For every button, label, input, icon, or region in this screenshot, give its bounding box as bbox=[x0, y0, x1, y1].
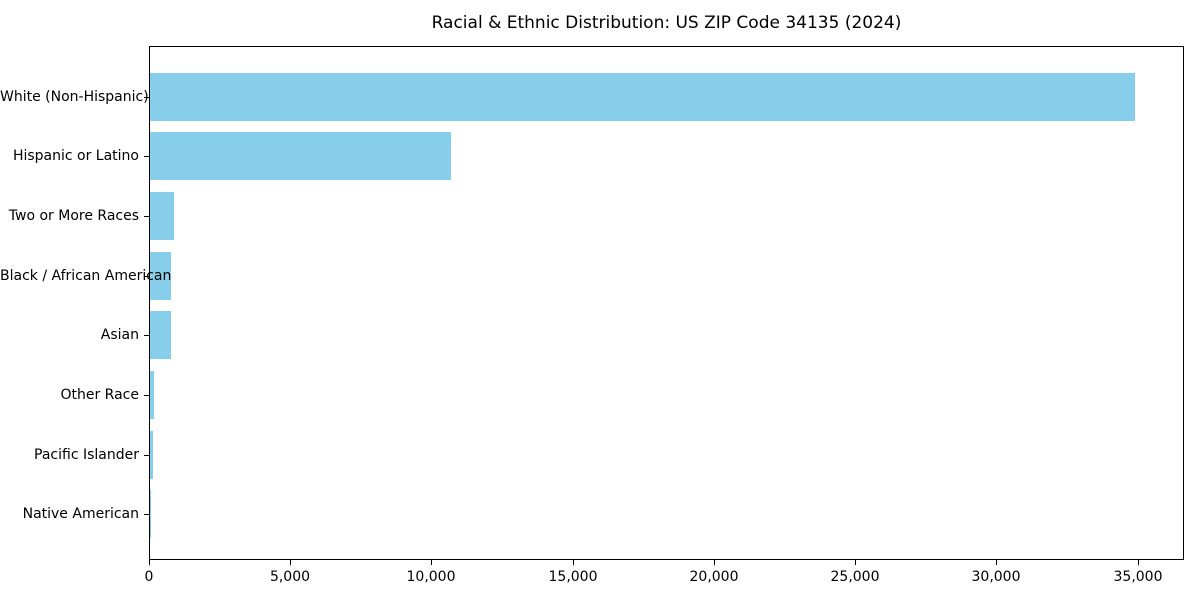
y-tick-label: Pacific Islander bbox=[34, 447, 139, 463]
x-tick-label: 30,000 bbox=[971, 569, 1021, 585]
y-tick-mark bbox=[144, 97, 149, 98]
y-tick-mark bbox=[144, 455, 149, 456]
x-tick-mark bbox=[996, 560, 997, 565]
x-tick-label: 0 bbox=[144, 569, 154, 585]
y-tick-label: White (Non-Hispanic) bbox=[0, 89, 149, 105]
bar-two-or-more-races bbox=[150, 192, 174, 240]
x-tick-label: 25,000 bbox=[830, 569, 880, 585]
y-tick-mark bbox=[144, 514, 149, 515]
x-tick-mark bbox=[431, 560, 432, 565]
y-tick-label: Asian bbox=[100, 327, 139, 343]
x-tick-label: 20,000 bbox=[689, 569, 739, 585]
x-tick-mark bbox=[1138, 560, 1139, 565]
y-tick-mark bbox=[144, 216, 149, 217]
bar-black-african-american bbox=[150, 252, 171, 300]
x-tick-mark bbox=[290, 560, 291, 565]
y-tick-mark bbox=[144, 276, 149, 277]
bar-asian bbox=[150, 311, 171, 359]
bar-native-american bbox=[150, 490, 151, 538]
x-tick-label: 10,000 bbox=[406, 569, 456, 585]
bar-hispanic-or-latino bbox=[150, 132, 451, 180]
y-tick-label: Two or More Races bbox=[8, 208, 139, 224]
y-tick-label: Native American bbox=[22, 506, 139, 522]
y-tick-mark bbox=[144, 156, 149, 157]
plot-area bbox=[149, 46, 1184, 560]
bar-pacific-islander bbox=[150, 431, 153, 479]
x-tick-mark bbox=[149, 560, 150, 565]
y-tick-label: Black / African American bbox=[0, 268, 172, 284]
x-tick-label: 35,000 bbox=[1113, 569, 1163, 585]
x-tick-label: 15,000 bbox=[548, 569, 598, 585]
bar-other-race bbox=[150, 371, 154, 419]
y-tick-mark bbox=[144, 335, 149, 336]
y-tick-mark bbox=[144, 395, 149, 396]
x-tick-mark bbox=[714, 560, 715, 565]
x-tick-mark bbox=[855, 560, 856, 565]
y-tick-label: Other Race bbox=[60, 387, 139, 403]
chart-title: Racial & Ethnic Distribution: US ZIP Cod… bbox=[431, 13, 902, 33]
bar-white-non-hispanic bbox=[150, 73, 1135, 121]
y-tick-label: Hispanic or Latino bbox=[12, 148, 139, 164]
x-tick-label: 5,000 bbox=[269, 569, 311, 585]
x-tick-mark bbox=[573, 560, 574, 565]
